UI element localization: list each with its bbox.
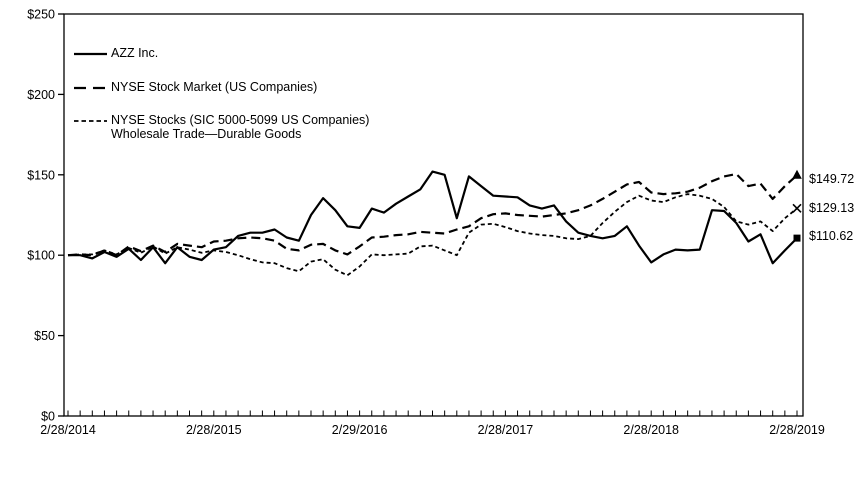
end-marker-x-icon: [792, 203, 802, 213]
series-line-azz: [68, 170, 798, 265]
end-value-label-azz: $110.62: [809, 229, 854, 243]
legend-label-nyse-sic-line1: NYSE Stocks (SIC 5000-5099 US Companies): [111, 113, 370, 127]
end-marker-triangle-icon: [792, 169, 802, 179]
x-axis-label: 2/28/2018: [623, 423, 679, 437]
x-axis-label: 2/28/2019: [769, 423, 825, 437]
plot-frame: [63, 13, 804, 417]
legend-item-azz: AZZ Inc.: [74, 46, 158, 60]
x-axis-label: 2/28/2015: [186, 423, 242, 437]
y-axis-label: $150: [27, 168, 55, 182]
x-axis-label: 2/28/2014: [40, 423, 96, 437]
end-value-label-nyse-composite: $149.72: [809, 172, 855, 186]
legend-item-nyse-sic: NYSE Stocks (SIC 5000-5099 US Companies)…: [74, 113, 369, 141]
x-axis-label: 2/28/2017: [478, 423, 534, 437]
legend-swatch-solid-line-icon: [74, 52, 107, 56]
legend-swatch-short-dash-icon: [74, 120, 107, 122]
legend-swatch-long-dash-icon: [74, 86, 107, 90]
y-axis-label: $0: [41, 410, 55, 424]
y-axis-label: $50: [34, 329, 55, 343]
legend-label-nyse-sic-line2: Wholesale Trade—Durable Goods: [111, 127, 302, 141]
end-marker-square-icon: [793, 234, 801, 242]
legend-label-nyse-composite: NYSE Stock Market (US Companies): [111, 80, 318, 94]
series-line-nyse-sic: [67, 193, 798, 277]
y-axis-label: $250: [27, 8, 55, 22]
legend-label-azz: AZZ Inc.: [111, 46, 159, 60]
series-line-nyse-composite: [67, 172, 798, 257]
y-axis-label: $100: [27, 249, 55, 263]
legend-item-nyse-composite: NYSE Stock Market (US Companies): [74, 80, 317, 94]
y-axis-label: $200: [27, 88, 55, 102]
x-axis-label: 2/29/2016: [332, 423, 388, 437]
end-value-label-nyse-sic: $129.13: [809, 201, 855, 215]
